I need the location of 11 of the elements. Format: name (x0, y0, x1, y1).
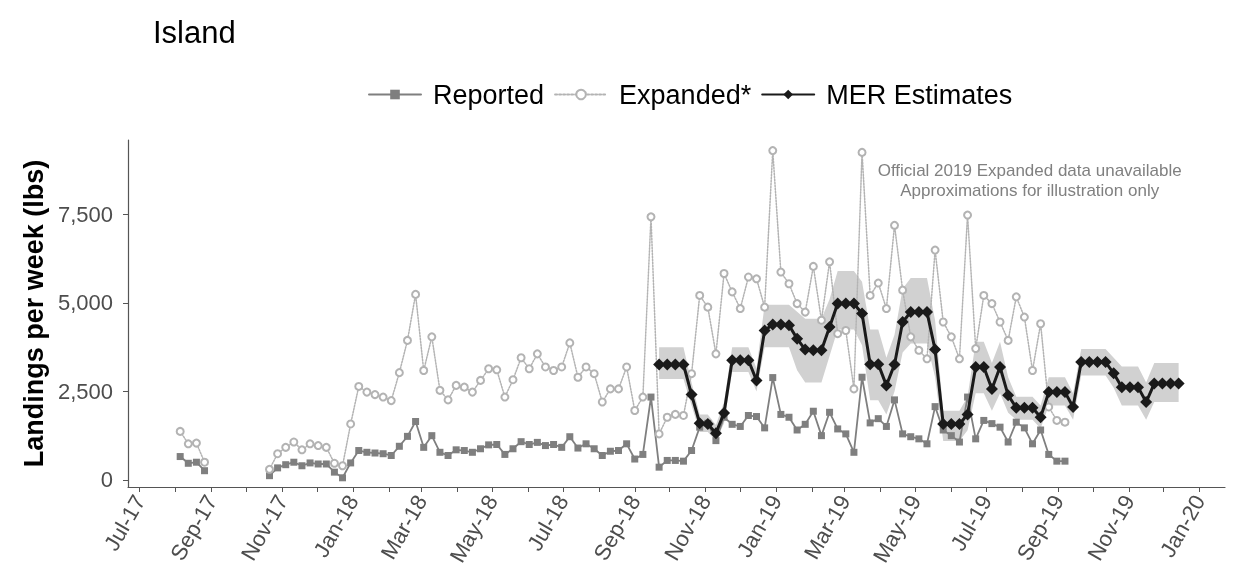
y-axis-title: Landings per week (lbs) (18, 159, 49, 468)
y-tick-label: 5,000 (57, 290, 113, 316)
legend-label: Reported (433, 79, 545, 110)
annotation: Official 2019 Expanded data unavailable (877, 160, 1182, 180)
y-tick-label: 2,500 (57, 378, 113, 404)
legend-label: MER Estimates (826, 79, 1013, 110)
chart-title: Island (153, 15, 236, 50)
annotation: Approximations for illustration only (900, 180, 1160, 200)
y-tick-label: 0 (100, 467, 113, 493)
legend-label: Expanded* (619, 79, 752, 110)
y-tick-label: 7,500 (57, 201, 113, 227)
